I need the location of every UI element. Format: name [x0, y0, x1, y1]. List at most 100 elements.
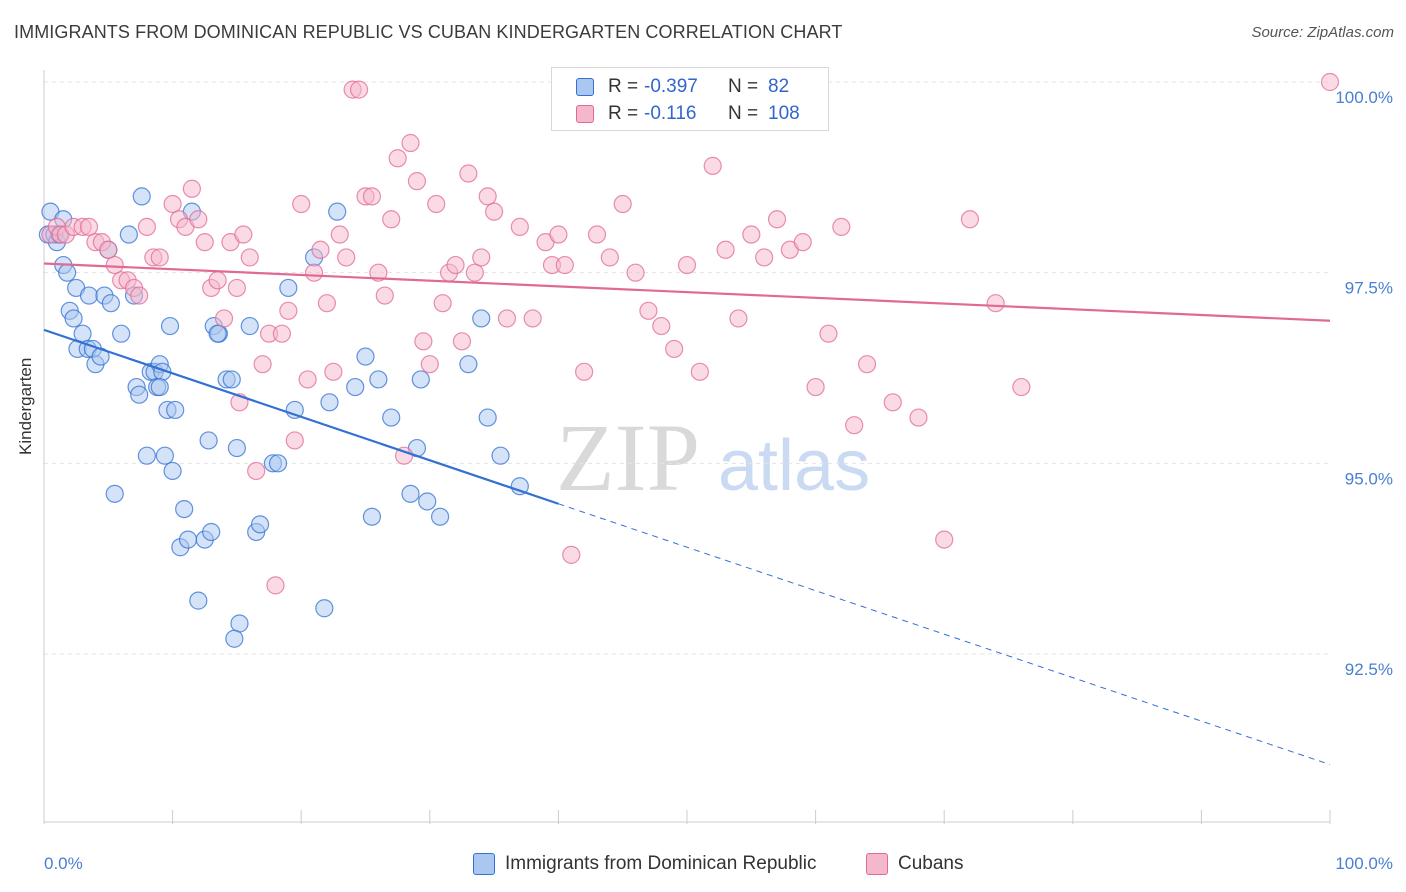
- cuban-point: [452, 332, 472, 351]
- dominican-point: [230, 614, 249, 633]
- legend-r-label: R =: [608, 103, 639, 124]
- cuban-point: [446, 255, 465, 275]
- cuban-point: [472, 248, 491, 267]
- cuban-point: [304, 263, 324, 282]
- dominican-point: [362, 507, 382, 526]
- cuban-point: [317, 294, 337, 313]
- dominican-point: [478, 408, 497, 427]
- cuban-point: [324, 362, 343, 381]
- dominican-trendline-extension: [558, 503, 1331, 766]
- dominican-point: [208, 324, 227, 343]
- bottom-legend-label-cubans: Cubans: [898, 853, 964, 874]
- dominican-point: [240, 316, 259, 336]
- dominican-point: [79, 286, 99, 305]
- cuban-point: [465, 263, 484, 282]
- cuban-point: [163, 194, 182, 214]
- dominican-point: [175, 499, 194, 519]
- cuban-point: [253, 355, 272, 374]
- bottom-legend-swatch-cubans: [866, 853, 888, 875]
- dominican-point: [491, 446, 510, 465]
- dominican-point: [101, 294, 120, 313]
- legend-r-value: -0.116: [644, 103, 697, 124]
- cuban-point: [337, 248, 356, 267]
- watermark-zip: ZIP: [556, 404, 700, 511]
- cuban-point: [1012, 377, 1031, 397]
- legend-n-label: N =: [728, 103, 759, 124]
- cuban-point: [394, 446, 414, 465]
- cuban-point: [195, 233, 214, 252]
- legend-row-dominican: R = -0.397 N = 82: [576, 75, 789, 99]
- y-tick-label: 97.5%: [1345, 279, 1393, 298]
- cuban-point: [523, 309, 542, 328]
- cuban-point: [883, 393, 902, 412]
- dominican-point: [411, 370, 430, 389]
- dominican-point: [64, 309, 83, 328]
- cuban-point: [382, 210, 401, 229]
- cuban-point: [909, 408, 928, 427]
- dominican-point: [58, 263, 77, 282]
- dominican-point: [268, 454, 288, 473]
- dominican-point: [250, 515, 270, 534]
- dominican-point: [163, 461, 182, 481]
- cuban-point: [652, 316, 671, 336]
- cuban-point: [272, 324, 292, 343]
- cuban-point: [349, 80, 369, 99]
- cuban-point: [986, 294, 1005, 313]
- dominican-point: [315, 599, 334, 618]
- dominican-point: [112, 324, 131, 343]
- stats-legend: R = -0.397 N = 82 R = -0.116 N = 108: [551, 67, 829, 131]
- bottom-legend-swatch-dominican: [473, 853, 495, 875]
- dominican-point: [418, 492, 437, 511]
- cuban-point: [311, 240, 330, 259]
- cuban-point: [298, 370, 317, 389]
- legend-row-cubans: R = -0.116 N = 108: [576, 102, 800, 126]
- cuban-point: [555, 255, 574, 275]
- dominican-point: [356, 347, 375, 366]
- cuban-point: [240, 248, 259, 267]
- dominican-point: [137, 446, 156, 465]
- cuban-point: [137, 217, 156, 237]
- cuban-point: [819, 324, 838, 343]
- dominican-point: [225, 629, 244, 648]
- cuban-point: [369, 263, 388, 282]
- dominican-point: [199, 431, 218, 450]
- legend-n-label: N =: [728, 76, 759, 97]
- cuban-point: [214, 309, 234, 328]
- cuban-point: [182, 179, 201, 198]
- cuban-point: [587, 225, 607, 244]
- dominican-point: [166, 400, 185, 420]
- dominican-point: [369, 370, 388, 389]
- dominican-point: [202, 522, 221, 542]
- cuban-trendline: [43, 262, 1331, 322]
- cuban-point: [497, 309, 517, 328]
- x-tick-label-end: 100.0%: [1335, 854, 1393, 873]
- cuban-point: [362, 187, 382, 206]
- cuban-point: [292, 194, 311, 214]
- dominican-point: [510, 477, 529, 496]
- dominican-point: [320, 393, 339, 412]
- cuban-point: [208, 271, 227, 290]
- watermark-atlas: atlas: [718, 426, 870, 506]
- cuban-point: [677, 255, 697, 275]
- cuban-point: [427, 194, 446, 214]
- cuban-point: [285, 431, 304, 450]
- cuban-point: [1320, 72, 1340, 92]
- source-label: Source: ZipAtlas.com: [1251, 24, 1394, 41]
- cuban-point: [562, 545, 581, 564]
- dominican-point: [401, 484, 420, 503]
- cuban-point: [150, 248, 169, 267]
- cuban-point: [742, 225, 761, 244]
- dominican-point: [150, 377, 169, 397]
- x-tick-label-start: 0.0%: [44, 854, 83, 873]
- cuban-point: [845, 416, 864, 435]
- dominican-point: [472, 309, 491, 328]
- dominican-point: [328, 202, 347, 221]
- legend-swatch-cubans: [576, 105, 594, 123]
- dominican-point: [227, 438, 246, 458]
- legend-r-label: R =: [608, 76, 639, 97]
- cuban-point: [600, 248, 619, 267]
- dominican-trendline: [43, 328, 559, 505]
- cuban-point: [935, 530, 954, 549]
- cuban-point: [703, 156, 722, 175]
